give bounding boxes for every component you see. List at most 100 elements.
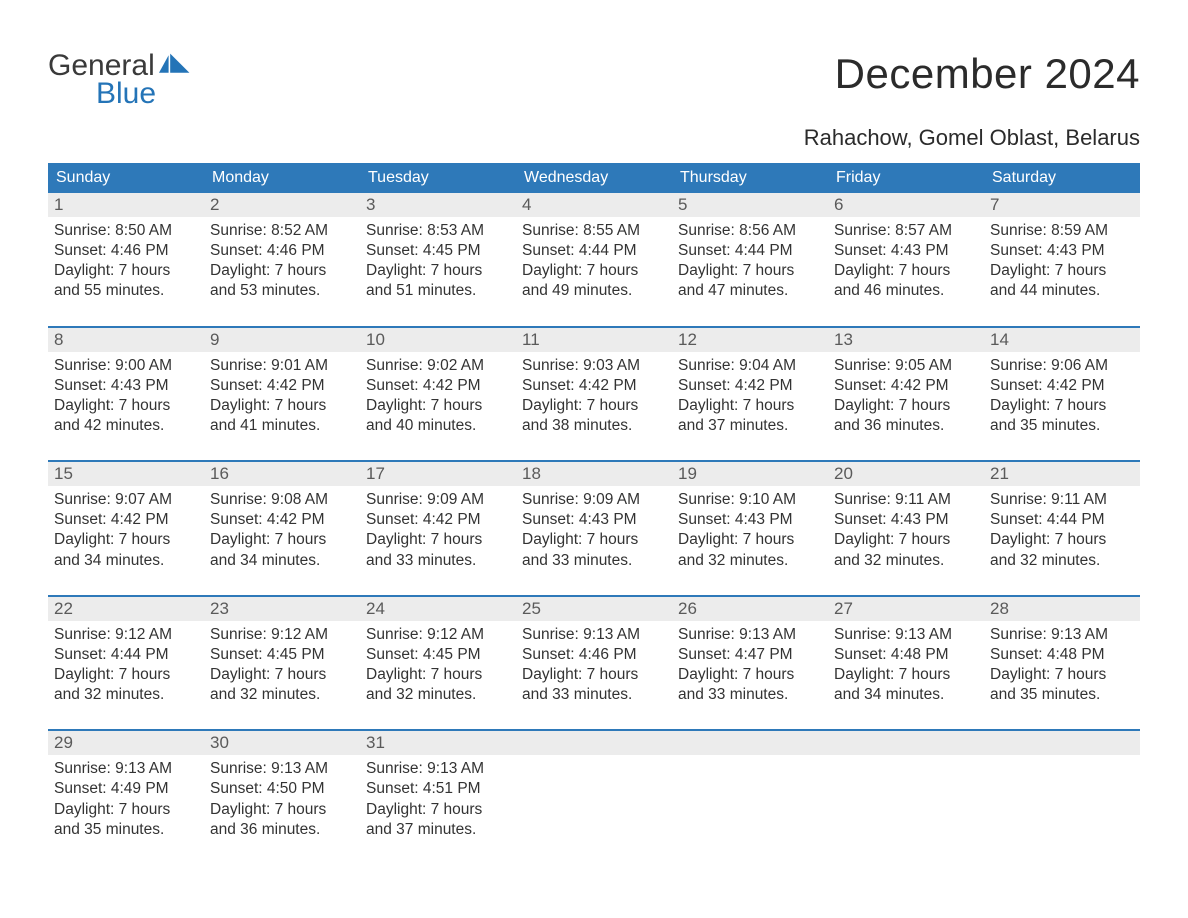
week-row: 15161718192021Sunrise: 9:07 AMSunset: 4:…: [48, 462, 1140, 585]
day-number: 1: [48, 193, 204, 217]
sunset-value: 4:42 PM: [267, 511, 325, 528]
day-cell: [984, 755, 1140, 854]
day-cell: Sunrise: 9:12 AMSunset: 4:44 PMDaylight:…: [48, 621, 204, 720]
sunrise-label: Sunrise:: [990, 357, 1051, 374]
sunrise-value: 9:06 AM: [1051, 357, 1108, 374]
sunset-line: Sunset: 4:43 PM: [54, 376, 198, 396]
sunset-line: Sunset: 4:43 PM: [990, 241, 1134, 261]
daylight-line-1: Daylight: 7 hours: [678, 665, 822, 685]
day-cell: [828, 755, 984, 854]
sunrise-label: Sunrise:: [834, 626, 895, 643]
sunrise-line: Sunrise: 8:57 AM: [834, 221, 978, 241]
daylight-line-2: and 37 minutes.: [678, 416, 822, 436]
sunrise-line: Sunrise: 9:03 AM: [522, 356, 666, 376]
sunrise-label: Sunrise:: [678, 491, 739, 508]
day-cell: Sunrise: 8:56 AMSunset: 4:44 PMDaylight:…: [672, 217, 828, 316]
sunrise-value: 9:13 AM: [739, 626, 796, 643]
daylight-line-2: and 55 minutes.: [54, 281, 198, 301]
sunrise-line: Sunrise: 8:53 AM: [366, 221, 510, 241]
sunrise-label: Sunrise:: [522, 491, 583, 508]
day-cell: Sunrise: 9:03 AMSunset: 4:42 PMDaylight:…: [516, 352, 672, 451]
day-number: 22: [48, 597, 204, 621]
sunset-label: Sunset:: [522, 377, 579, 394]
sunrise-value: 9:04 AM: [739, 357, 796, 374]
sunrise-label: Sunrise:: [834, 222, 895, 239]
sunset-value: 4:45 PM: [423, 646, 481, 663]
sunset-label: Sunset:: [678, 511, 735, 528]
daylight-line-1: Daylight: 7 hours: [522, 665, 666, 685]
sunrise-line: Sunrise: 9:13 AM: [990, 625, 1134, 645]
sunset-label: Sunset:: [678, 377, 735, 394]
daylight-line-1: Daylight: 7 hours: [366, 530, 510, 550]
sunset-line: Sunset: 4:46 PM: [210, 241, 354, 261]
sunrise-value: 8:52 AM: [271, 222, 328, 239]
day-number: [984, 731, 1140, 755]
sunset-value: 4:43 PM: [111, 377, 169, 394]
sunset-label: Sunset:: [54, 646, 111, 663]
sunrise-line: Sunrise: 9:06 AM: [990, 356, 1134, 376]
daylight-line-2: and 32 minutes.: [834, 551, 978, 571]
daylight-line-1: Daylight: 7 hours: [210, 396, 354, 416]
sunrise-label: Sunrise:: [522, 357, 583, 374]
day-cell: Sunrise: 8:50 AMSunset: 4:46 PMDaylight:…: [48, 217, 204, 316]
sunrise-label: Sunrise:: [54, 760, 115, 777]
day-number: 31: [360, 731, 516, 755]
sunset-value: 4:50 PM: [267, 780, 325, 797]
week-row: 891011121314Sunrise: 9:00 AMSunset: 4:43…: [48, 328, 1140, 451]
daylight-line-2: and 40 minutes.: [366, 416, 510, 436]
sunset-line: Sunset: 4:51 PM: [366, 779, 510, 799]
day-cell: Sunrise: 9:00 AMSunset: 4:43 PMDaylight:…: [48, 352, 204, 451]
sunset-line: Sunset: 4:50 PM: [210, 779, 354, 799]
daylight-line-2: and 32 minutes.: [990, 551, 1134, 571]
dow-sunday: Sunday: [48, 163, 204, 193]
day-number: 2: [204, 193, 360, 217]
sunset-label: Sunset:: [834, 377, 891, 394]
page-title: December 2024: [835, 50, 1140, 98]
day-cell: Sunrise: 9:09 AMSunset: 4:42 PMDaylight:…: [360, 486, 516, 585]
day-number: 14: [984, 328, 1140, 352]
sunrise-label: Sunrise:: [366, 491, 427, 508]
day-number: 12: [672, 328, 828, 352]
day-body-row: Sunrise: 8:50 AMSunset: 4:46 PMDaylight:…: [48, 217, 1140, 316]
sunrise-label: Sunrise:: [54, 626, 115, 643]
sunset-value: 4:43 PM: [735, 511, 793, 528]
sunset-label: Sunset:: [990, 511, 1047, 528]
sunrise-value: 8:59 AM: [1051, 222, 1108, 239]
day-body-row: Sunrise: 9:13 AMSunset: 4:49 PMDaylight:…: [48, 755, 1140, 854]
day-number: 4: [516, 193, 672, 217]
logo-sail-icon: [159, 50, 191, 82]
day-number: [516, 731, 672, 755]
daylight-line-1: Daylight: 7 hours: [990, 261, 1134, 281]
daylight-line-1: Daylight: 7 hours: [210, 665, 354, 685]
sunset-value: 4:48 PM: [891, 646, 949, 663]
sunset-line: Sunset: 4:42 PM: [366, 376, 510, 396]
sunset-value: 4:44 PM: [579, 242, 637, 259]
sunset-label: Sunset:: [210, 646, 267, 663]
day-cell: Sunrise: 9:10 AMSunset: 4:43 PMDaylight:…: [672, 486, 828, 585]
daylight-line-2: and 35 minutes.: [990, 685, 1134, 705]
sunset-label: Sunset:: [990, 646, 1047, 663]
daylight-line-2: and 42 minutes.: [54, 416, 198, 436]
sunrise-value: 9:13 AM: [895, 626, 952, 643]
day-number: 24: [360, 597, 516, 621]
sunset-value: 4:47 PM: [735, 646, 793, 663]
daylight-line-2: and 53 minutes.: [210, 281, 354, 301]
daylight-line-1: Daylight: 7 hours: [210, 800, 354, 820]
day-cell: Sunrise: 9:02 AMSunset: 4:42 PMDaylight:…: [360, 352, 516, 451]
sunrise-line: Sunrise: 9:02 AM: [366, 356, 510, 376]
sunset-label: Sunset:: [210, 377, 267, 394]
daylight-line-1: Daylight: 7 hours: [54, 396, 198, 416]
sunrise-value: 9:09 AM: [427, 491, 484, 508]
sunrise-value: 9:01 AM: [271, 357, 328, 374]
sunset-value: 4:42 PM: [423, 377, 481, 394]
day-number: 17: [360, 462, 516, 486]
daylight-line-2: and 38 minutes.: [522, 416, 666, 436]
sunset-line: Sunset: 4:44 PM: [54, 645, 198, 665]
daylight-line-2: and 47 minutes.: [678, 281, 822, 301]
sunrise-value: 9:12 AM: [115, 626, 172, 643]
sunset-line: Sunset: 4:42 PM: [54, 510, 198, 530]
sunrise-label: Sunrise:: [366, 357, 427, 374]
sunset-line: Sunset: 4:42 PM: [210, 510, 354, 530]
sunrise-value: 9:13 AM: [1051, 626, 1108, 643]
daylight-line-1: Daylight: 7 hours: [522, 396, 666, 416]
